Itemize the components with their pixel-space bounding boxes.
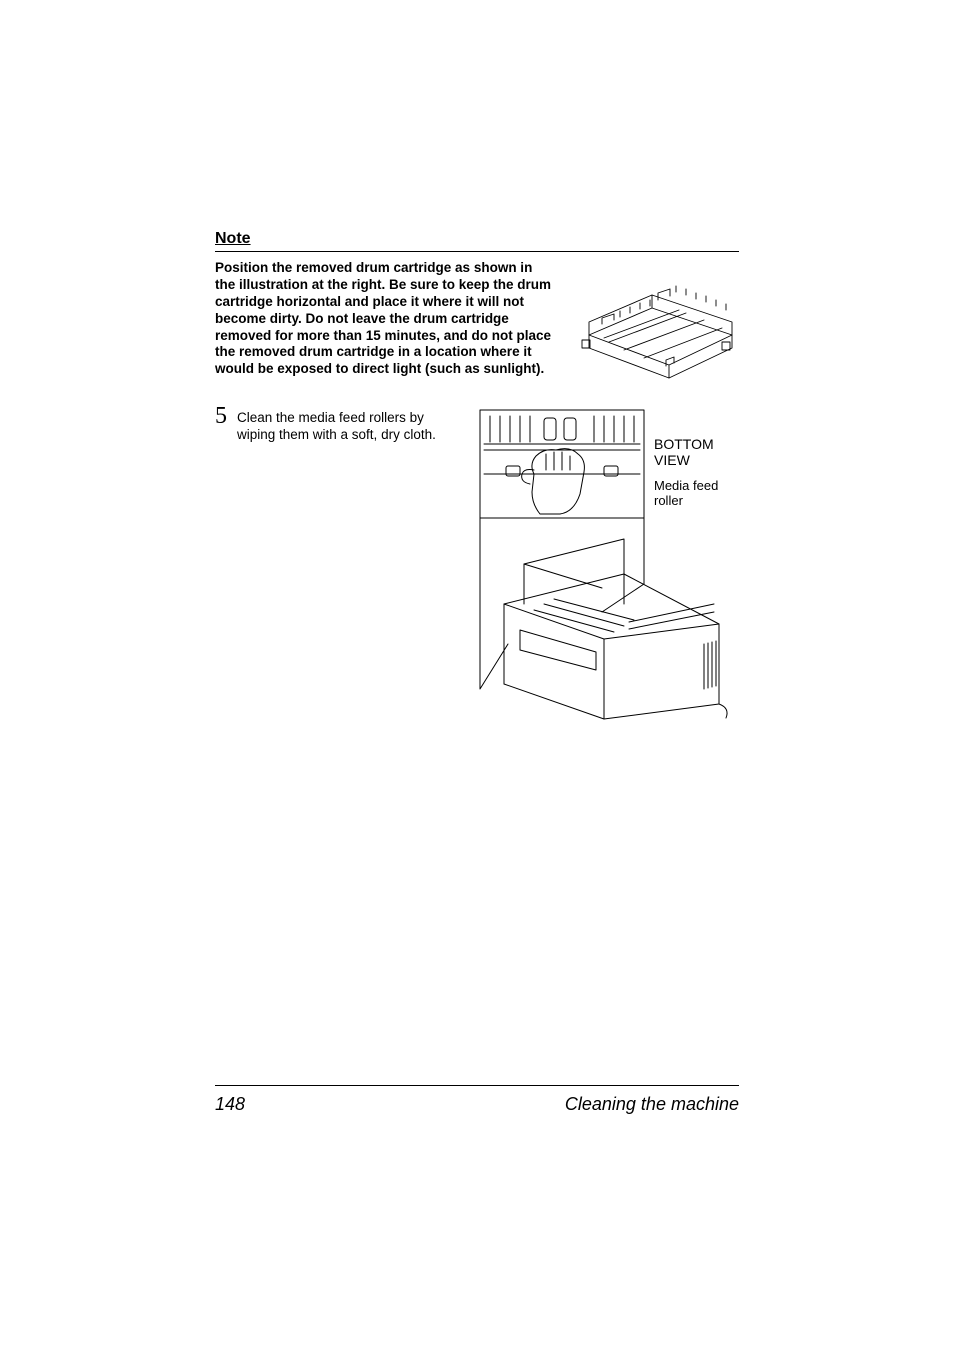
bottom-view-label: BOTTOM VIEW (654, 436, 739, 468)
page-content: Note Position the removed drum cartridge… (0, 0, 954, 724)
media-feed-roller-illustration: BOTTOM VIEW Media feed roller (474, 404, 739, 724)
step-number: 5 (215, 404, 227, 428)
step-text-column: 5 Clean the media feed rollers by wiping… (215, 404, 460, 724)
step-instruction-text: Clean the media feed rollers by wiping t… (237, 404, 460, 444)
note-heading: Note (215, 230, 739, 252)
drum-cartridge-illustration (574, 260, 739, 380)
section-title: Cleaning the machine (565, 1094, 739, 1115)
media-feed-roller-label: Media feed roller (654, 479, 739, 509)
note-body-text: Position the removed drum cartridge as s… (215, 260, 554, 380)
step-row: 5 Clean the media feed rollers by wiping… (215, 404, 739, 724)
note-row: Position the removed drum cartridge as s… (215, 260, 739, 380)
page-number: 148 (215, 1094, 245, 1115)
page-footer: 148 Cleaning the machine (215, 1085, 739, 1115)
